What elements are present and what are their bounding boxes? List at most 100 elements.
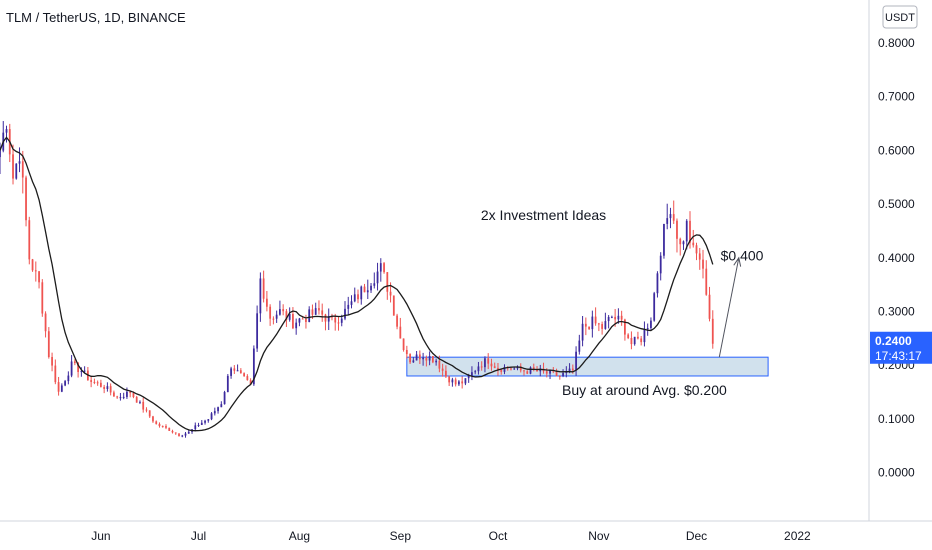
- candle: [282, 304, 285, 316]
- candle: [685, 219, 688, 250]
- candle: [405, 345, 408, 359]
- candle: [96, 380, 99, 386]
- candle: [54, 359, 57, 385]
- time-axis[interactable]: Jun Jul Aug Sep Oct Nov Dec 2022: [91, 529, 811, 543]
- candle: [392, 295, 395, 316]
- candle: [698, 247, 701, 270]
- candle: [594, 307, 597, 326]
- candle: [617, 308, 620, 324]
- candle: [705, 260, 708, 296]
- candle: [402, 338, 405, 352]
- moving-average-line: [0, 136, 714, 432]
- candle: [409, 353, 411, 364]
- candle: [422, 352, 425, 366]
- candle: [435, 358, 438, 366]
- candle: [523, 369, 525, 376]
- candle: [288, 307, 291, 322]
- candle: [269, 304, 272, 326]
- currency-label: USDT: [885, 12, 915, 24]
- candle: [239, 368, 242, 374]
- candle: [256, 305, 259, 352]
- candle: [0, 142, 1, 175]
- candle: [669, 207, 672, 229]
- candle: [428, 351, 431, 366]
- candle: [308, 306, 311, 323]
- candle: [41, 279, 44, 317]
- candle: [630, 331, 633, 350]
- candle: [64, 379, 66, 387]
- candle: [588, 326, 590, 330]
- candle: [702, 249, 704, 279]
- candle: [327, 308, 330, 331]
- candle: [682, 240, 685, 250]
- candle: [178, 433, 180, 437]
- candle: [161, 425, 164, 428]
- candle: [484, 356, 486, 373]
- bar-countdown: 17:43:17: [875, 349, 922, 363]
- candle: [610, 315, 613, 319]
- candle: [279, 300, 281, 316]
- candle: [350, 295, 353, 309]
- y-tick-label: 0.6000: [878, 143, 915, 157]
- candle: [57, 376, 60, 396]
- price-axis[interactable]: 0.00000.10000.20000.30000.40000.50000.60…: [878, 36, 915, 480]
- x-tick-label: Sep: [390, 529, 412, 543]
- candle: [148, 410, 151, 418]
- x-tick-label: Aug: [289, 529, 310, 543]
- last-price-value: 0.2400: [875, 334, 912, 348]
- currency-button[interactable]: USDT: [882, 5, 918, 29]
- candle: [461, 376, 464, 389]
- candle: [200, 420, 203, 426]
- candle: [711, 310, 714, 349]
- x-tick-label: Jun: [91, 529, 110, 543]
- candle: [656, 271, 659, 298]
- candle: [464, 378, 467, 386]
- candle: [262, 270, 265, 303]
- chart-annotation: $0.400: [721, 248, 764, 264]
- candle: [360, 285, 363, 305]
- candle: [5, 125, 8, 143]
- candle: [366, 279, 369, 300]
- candle: [607, 315, 610, 329]
- candle: [318, 300, 320, 315]
- currency-button-frame: [882, 5, 918, 29]
- candle: [376, 262, 379, 291]
- candle: [490, 358, 493, 371]
- candle: [444, 365, 447, 378]
- candle: [152, 415, 154, 423]
- candle: [363, 283, 366, 293]
- candle: [503, 364, 506, 375]
- candle: [295, 318, 298, 335]
- last-price-badge: 0.2400 17:43:17: [870, 331, 932, 364]
- candle: [142, 397, 145, 413]
- candle: [93, 378, 96, 385]
- candle: [83, 366, 86, 373]
- candle: [126, 387, 128, 399]
- candle: [584, 317, 587, 336]
- candle: [604, 312, 607, 330]
- y-tick-label: 0.5000: [878, 197, 915, 211]
- candle: [458, 380, 460, 387]
- candle: [415, 350, 418, 361]
- candle: [246, 374, 249, 381]
- candle: [383, 261, 385, 274]
- candle: [197, 422, 200, 427]
- y-tick-label: 0.7000: [878, 90, 915, 104]
- candle: [689, 211, 691, 249]
- candle: [633, 336, 636, 346]
- candle: [165, 424, 167, 430]
- candle: [67, 371, 70, 385]
- candle: [210, 412, 213, 421]
- candle: [679, 237, 682, 256]
- candle: [529, 366, 532, 375]
- candle: [139, 400, 141, 405]
- candle: [233, 365, 236, 374]
- candle: [454, 377, 457, 387]
- candle: [431, 355, 434, 364]
- candle: [370, 282, 372, 293]
- candle: [181, 434, 184, 438]
- candle: [73, 359, 76, 366]
- candle: [100, 379, 102, 388]
- candle: [44, 311, 47, 338]
